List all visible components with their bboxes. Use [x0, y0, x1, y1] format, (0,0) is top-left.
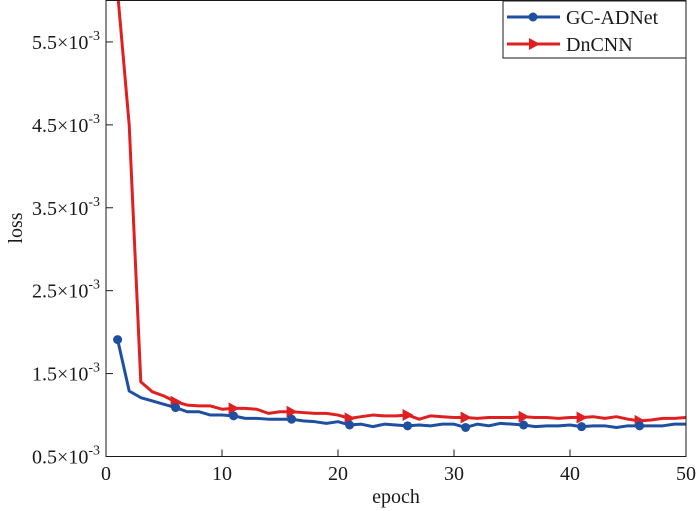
point-gc-adnet: [635, 421, 645, 431]
x-tick-label: 30: [444, 463, 464, 485]
point-dncnn: [286, 405, 298, 418]
series-line-gc-adnet: [116, 339, 686, 429]
point-dncnn: [402, 409, 414, 422]
y-tick-label: 2.5×10-3: [32, 278, 100, 303]
y-tick-exponent: -3: [88, 444, 100, 459]
y-tick-label: 4.5×10-3: [32, 112, 100, 137]
y-tick-exponent: -3: [88, 29, 100, 44]
point-gc-adnet: [113, 335, 123, 345]
point-gc-adnet: [345, 420, 355, 430]
y-tick-mantissa: 5.5×10: [32, 32, 88, 54]
y-tick-label: 3.5×10-3: [32, 195, 100, 220]
point-gc-adnet: [171, 403, 181, 413]
point-dncnn: [460, 411, 472, 424]
y-axis-label: loss: [5, 212, 27, 243]
plot-marks: [113, 0, 686, 432]
x-tick-label: 40: [560, 463, 580, 485]
y-tick-mantissa: 3.5×10: [32, 198, 88, 220]
point-gc-adnet: [287, 414, 297, 424]
x-tick-label: 0: [101, 463, 111, 485]
y-tick-exponent: -3: [88, 112, 100, 127]
y-tick-exponent: -3: [88, 278, 100, 293]
legend-marker-gc-adnet: [528, 12, 538, 22]
series-line-dncnn: [116, 0, 686, 423]
plot-frame: [105, 0, 687, 457]
point-gc-adnet: [461, 422, 471, 432]
point-gc-adnet: [403, 421, 413, 431]
y-tick-label: 5.5×10-3: [32, 29, 100, 54]
y-tick-label: 1.5×10-3: [32, 361, 100, 386]
y-tick-exponent: -3: [88, 195, 100, 210]
y-tick-mantissa: 0.5×10: [32, 447, 88, 469]
point-gc-adnet: [577, 422, 587, 432]
y-tick-mantissa: 1.5×10: [32, 364, 88, 386]
y-tick-label: 0.5×10-3: [32, 444, 100, 469]
x-tick-label: 10: [212, 463, 232, 485]
point-gc-adnet: [519, 420, 529, 430]
y-tick-mantissa: 4.5×10: [32, 115, 88, 137]
point-dncnn: [576, 411, 588, 424]
y-tick-mantissa: 2.5×10: [32, 281, 88, 303]
x-axis-label: epoch: [372, 486, 420, 508]
legend-label-dncnn: DnCNN: [566, 34, 633, 56]
legend: GC-ADNet DnCNN: [502, 0, 687, 59]
legend-label-gc-adnet: GC-ADNet: [566, 7, 659, 29]
point-gc-adnet: [229, 411, 239, 421]
point-dncnn: [518, 410, 530, 423]
x-tick-label: 20: [328, 463, 348, 485]
x-tick-label: 50: [676, 463, 696, 485]
y-axis: 0.5×10-31.5×10-32.5×10-33.5×10-34.5×10-3…: [32, 29, 113, 469]
x-axis: 0 10 20 30 40 50: [101, 449, 696, 485]
legend-marker-dncnn: [529, 38, 540, 50]
legend-box: [502, 0, 687, 59]
y-tick-exponent: -3: [88, 361, 100, 376]
point-dncnn: [228, 402, 240, 415]
